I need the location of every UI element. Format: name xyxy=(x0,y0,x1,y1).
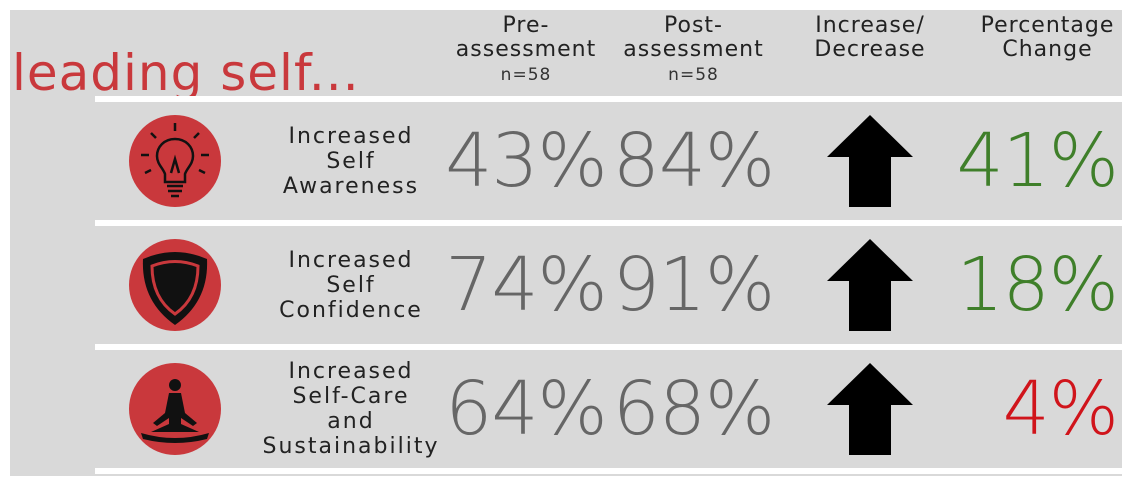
arrow-cell xyxy=(782,102,958,220)
change-value: 4% xyxy=(965,350,1122,468)
header-post-text: Post- assessment xyxy=(623,13,764,62)
change-value: 18% xyxy=(957,226,1122,344)
row-label: Increased Self Confidence xyxy=(279,247,423,323)
icon-cell xyxy=(95,226,255,344)
header-post: Post- assessment n=58 xyxy=(612,14,775,87)
icon xyxy=(129,363,221,455)
label-cell: Increased Self-Care and Sustainability xyxy=(262,350,440,468)
header-pre-n: n=58 xyxy=(500,65,552,85)
post-value: 84% xyxy=(612,102,775,220)
row-line xyxy=(95,96,1122,102)
pre-value: 74% xyxy=(445,226,608,344)
title: leading self... xyxy=(12,44,360,102)
row-line xyxy=(95,344,1122,350)
icon-cell xyxy=(95,350,255,468)
bottom-line xyxy=(95,468,1122,474)
post-value: 91% xyxy=(612,226,775,344)
icon-cell xyxy=(95,102,255,220)
up-arrow xyxy=(827,363,913,455)
icon xyxy=(129,239,221,331)
up-arrow xyxy=(827,115,913,207)
header-direction: Increase/ Decrease xyxy=(814,13,926,62)
pre-value: 64% xyxy=(445,350,608,468)
header-pre-text: Pre- assessment xyxy=(455,13,597,62)
header-pre: Pre- assessment n=58 xyxy=(447,14,605,87)
post-value: 68% xyxy=(612,350,775,468)
change-value: 41% xyxy=(957,102,1122,220)
up-arrow xyxy=(827,239,913,331)
row-line xyxy=(95,220,1122,226)
header-change: Percentage Change xyxy=(980,13,1115,62)
label-cell: Increased Self Awareness xyxy=(262,102,440,220)
arrow-cell xyxy=(782,226,958,344)
label-cell: Increased Self Confidence xyxy=(262,226,440,344)
row-label: Increased Self Awareness xyxy=(282,123,420,199)
icon xyxy=(129,115,221,207)
row-label: Increased Self-Care and Sustainability xyxy=(262,359,440,459)
header-post-n: n=58 xyxy=(668,65,719,85)
arrow-cell xyxy=(782,350,958,468)
pre-value: 43% xyxy=(445,102,608,220)
